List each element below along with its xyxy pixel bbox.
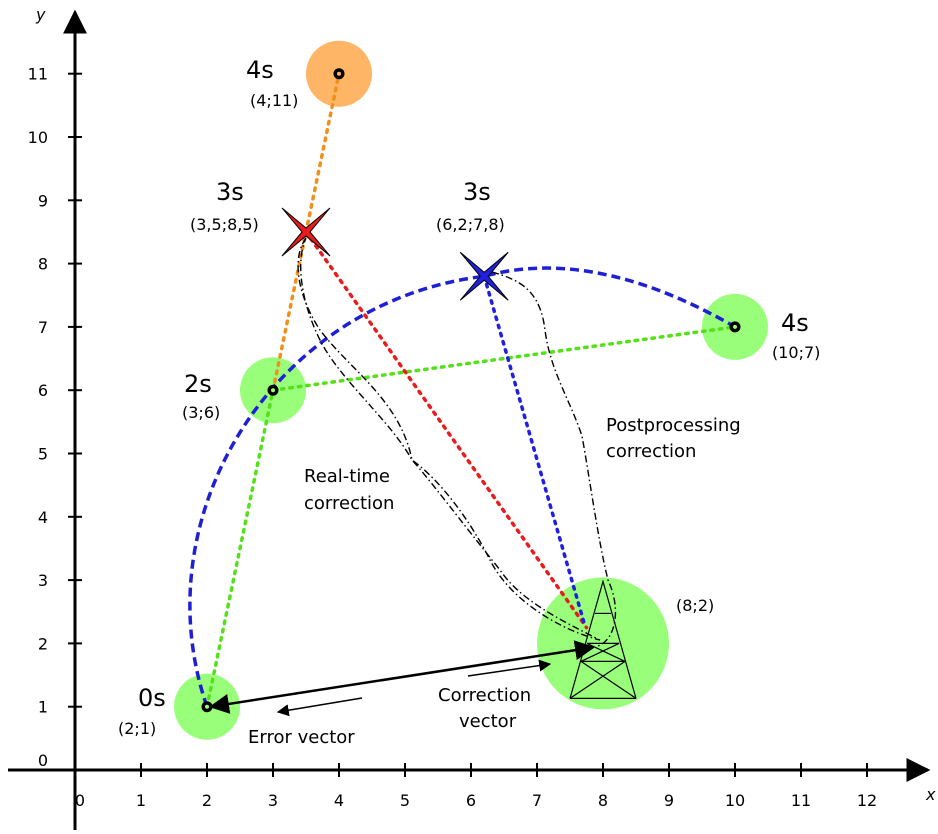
x-tick-label: 5 [400, 791, 410, 810]
x-tick-label: 7 [532, 791, 542, 810]
dotted-connection [482, 274, 587, 627]
x-tick-label: 11 [791, 791, 811, 810]
y-tick-label: 1 [38, 698, 48, 717]
point-coord-label: (3,5;8,5) [190, 215, 259, 234]
point-time-label: 3s [463, 178, 491, 206]
y-tick-label: 2 [38, 634, 48, 653]
dotted-connection [205, 388, 275, 709]
realtime-label-line2: correction [304, 493, 394, 514]
point-coord-label: (10;7) [772, 343, 820, 362]
star-marker [459, 251, 509, 301]
point-coord-label: (4;11) [250, 91, 298, 110]
x-axis-label: x [925, 785, 936, 804]
y-tick-label: 6 [38, 381, 48, 400]
x-tick-label: 0 [75, 791, 85, 810]
realtime-label-line1: Real-time [304, 466, 390, 487]
correction-vector-arrow [467, 659, 552, 677]
point-dot-center [337, 71, 341, 76]
correction-vector-line [209, 640, 595, 714]
point-time-label: 2s [184, 370, 212, 398]
y-tick-label: 7 [38, 318, 48, 337]
y-tick-label: 5 [38, 445, 48, 464]
point-dot-center [733, 324, 737, 329]
error-vector-label: Error vector [248, 727, 355, 748]
x-tick-label: 12 [857, 791, 877, 810]
point-time-label: 4s [246, 56, 274, 84]
x-tick-label: 1 [136, 791, 146, 810]
postprocessing-label-line2: correction [606, 441, 696, 462]
y-tick-label: 0 [38, 751, 48, 770]
point-time-label: 3s [216, 178, 244, 206]
point-coord-label: (6,2;7,8) [436, 215, 505, 234]
point-coord-label: (2;1) [118, 719, 156, 738]
x-tick-label: 9 [664, 791, 674, 810]
x-tick-label: 8 [598, 791, 608, 810]
y-tick-label: 8 [38, 255, 48, 274]
point-coord-label: (3;6) [182, 403, 220, 422]
y-tick-label: 10 [28, 128, 48, 147]
correction-vector-label-line2: vector [459, 711, 517, 732]
point-markers [201, 68, 741, 713]
error-vector-arrow [276, 697, 363, 717]
y-axis-label: y [35, 5, 46, 24]
correction-vector-label-line1: Correction [438, 685, 531, 706]
star-marker [281, 207, 331, 257]
y-tick-label: 11 [28, 65, 48, 84]
postprocessing-label-line1: Postprocessing [606, 415, 741, 436]
point-time-label: 4s [781, 309, 809, 337]
y-tick-label: 3 [38, 571, 48, 590]
dotted-connection [304, 230, 589, 630]
realtime-correction-region [297, 237, 601, 641]
postprocessing-correction-region [491, 271, 617, 647]
y-tick-label: 4 [38, 508, 48, 527]
point-time-label: 0s [138, 684, 166, 712]
dotted-connection [271, 325, 737, 392]
point-halos [174, 40, 768, 740]
station-coord-label: (8;2) [676, 596, 714, 615]
point-labels: 0s (2;1) 2s (3;6) 4s (4;11) 4s (10;7) 3s (3,5;8,5… [118, 56, 820, 738]
x-tick-label: 3 [268, 791, 278, 810]
point-dot-center [205, 704, 209, 709]
x-tick-label: 10 [725, 791, 745, 810]
x-tick-label: 2 [202, 791, 212, 810]
x-tick-label: 4 [334, 791, 344, 810]
x-tick-label: 6 [466, 791, 476, 810]
point-dot-center [271, 388, 275, 393]
trajectory-arc [188, 266, 736, 708]
y-tick-label: 9 [38, 191, 48, 210]
